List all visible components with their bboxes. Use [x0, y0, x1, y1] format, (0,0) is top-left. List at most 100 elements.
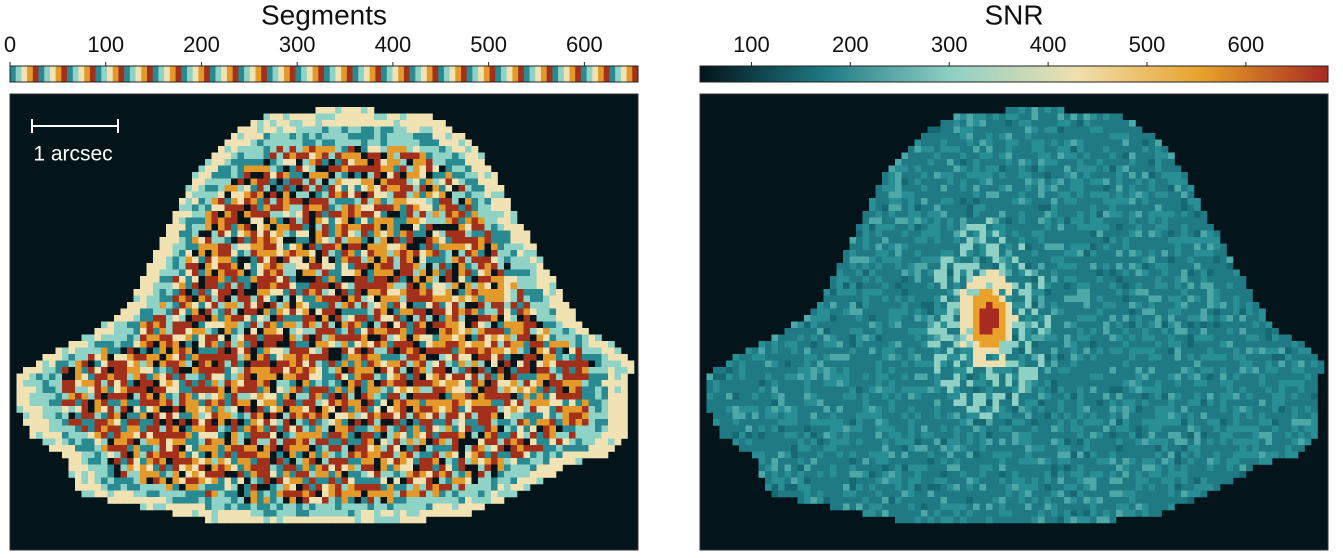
map-pixel [928, 185, 935, 192]
map-pixel [316, 361, 323, 368]
map-pixel [400, 296, 407, 303]
map-pixel [36, 432, 43, 439]
map-pixel [257, 497, 264, 504]
map-pixel [381, 309, 388, 316]
map-pixel [303, 374, 310, 381]
map-pixel [420, 133, 427, 140]
map-pixel [381, 263, 388, 270]
map-pixel [283, 302, 290, 309]
map-pixel [303, 439, 310, 446]
map-pixel [173, 367, 180, 374]
map-pixel [82, 458, 89, 465]
colorbar-stripe [176, 66, 182, 82]
map-pixel [478, 497, 485, 504]
colorbar-stripe [113, 66, 119, 82]
map-pixel [335, 445, 342, 452]
map-pixel [374, 374, 381, 381]
map-pixel [101, 439, 108, 446]
map-pixel [511, 452, 518, 459]
map-pixel [251, 380, 258, 387]
map-pixel [980, 114, 987, 121]
map-pixel [1090, 185, 1097, 192]
map-pixel [82, 445, 89, 452]
map-pixel [270, 114, 277, 121]
map-pixel [433, 302, 440, 309]
map-pixel [524, 263, 531, 270]
map-pixel [69, 452, 76, 459]
map-pixel [394, 153, 401, 160]
map-pixel [986, 114, 993, 121]
map-pixel [602, 380, 609, 387]
map-pixel [504, 361, 511, 368]
map-pixel [446, 166, 453, 173]
colorbar-stripe [438, 66, 444, 82]
map-pixel [1006, 198, 1013, 205]
map-pixel [244, 510, 251, 517]
map-pixel [368, 393, 375, 400]
map-pixel [166, 406, 173, 413]
map-pixel [524, 458, 531, 465]
map-pixel [88, 452, 95, 459]
map-pixel [485, 322, 492, 329]
map-pixel [108, 393, 115, 400]
map-pixel [986, 211, 993, 218]
map-pixel [270, 510, 277, 517]
map-pixel [251, 140, 258, 147]
map-pixel [400, 146, 407, 153]
map-pixel [225, 406, 232, 413]
map-pixel [205, 289, 212, 296]
map-pixel [413, 393, 420, 400]
map-pixel [446, 335, 453, 342]
map-pixel [173, 263, 180, 270]
map-pixel [121, 374, 128, 381]
map-pixel [954, 120, 961, 127]
map-pixel [478, 393, 485, 400]
map-pixel [478, 315, 485, 322]
map-pixel [322, 367, 329, 374]
map-pixel [485, 205, 492, 212]
map-pixel [225, 497, 232, 504]
map-pixel [316, 497, 323, 504]
map-pixel [374, 296, 381, 303]
map-pixel [1071, 133, 1078, 140]
map-pixel [244, 153, 251, 160]
map-pixel [478, 406, 485, 413]
map-pixel [316, 465, 323, 472]
map-pixel [608, 367, 615, 374]
map-pixel [452, 140, 459, 147]
map-pixel [1032, 140, 1039, 147]
map-pixel [511, 335, 518, 342]
map-pixel [316, 348, 323, 355]
map-pixel [62, 354, 69, 361]
map-pixel [1110, 205, 1117, 212]
map-pixel [348, 452, 355, 459]
map-pixel [387, 309, 394, 316]
map-pixel [82, 335, 89, 342]
map-pixel [355, 361, 362, 368]
map-pixel [420, 289, 427, 296]
map-pixel [407, 315, 414, 322]
map-pixel [934, 205, 941, 212]
map-pixel [166, 439, 173, 446]
map-pixel [270, 465, 277, 472]
map-pixel [947, 166, 954, 173]
map-pixel [524, 393, 531, 400]
map-pixel [446, 380, 453, 387]
map-pixel [485, 419, 492, 426]
map-pixel [1103, 127, 1110, 134]
map-pixel [537, 257, 544, 264]
map-pixel [563, 309, 570, 316]
map-pixel [1123, 192, 1130, 199]
map-pixel [902, 185, 909, 192]
map-pixel [316, 185, 323, 192]
map-pixel [160, 322, 167, 329]
map-pixel [348, 133, 355, 140]
map-pixel [316, 471, 323, 478]
map-pixel [472, 211, 479, 218]
map-pixel [374, 445, 381, 452]
map-pixel [218, 205, 225, 212]
map-pixel [166, 458, 173, 465]
map-pixel [517, 289, 524, 296]
map-pixel [387, 380, 394, 387]
map-pixel [400, 283, 407, 290]
